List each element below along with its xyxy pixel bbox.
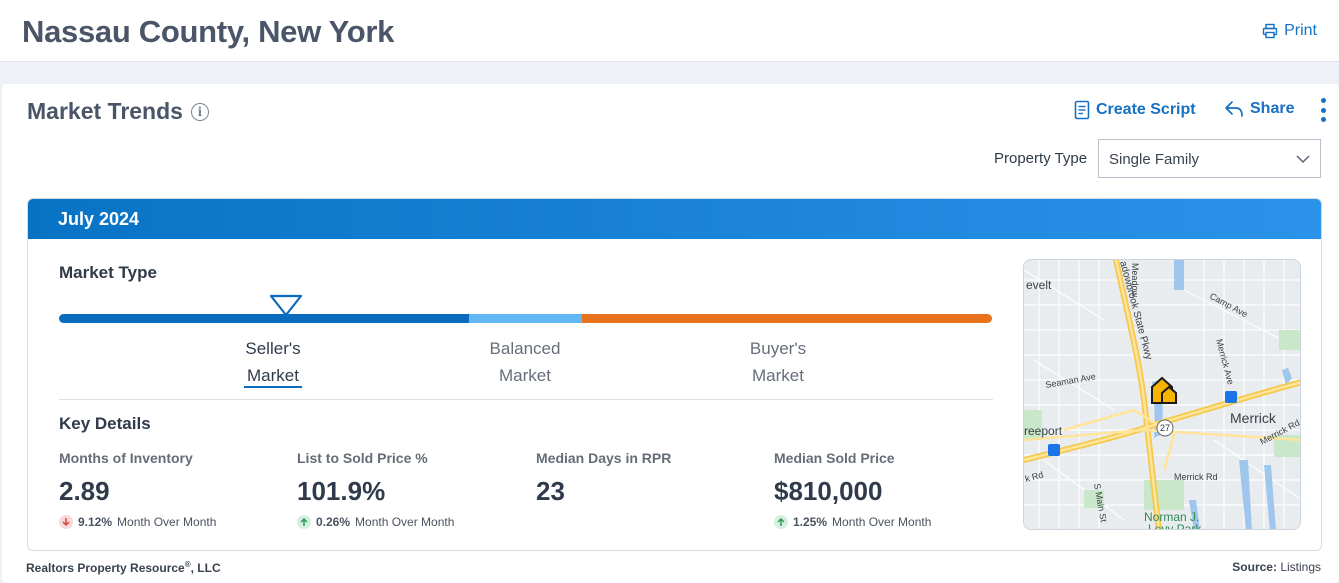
map-label-meadow: Meadow <box>1130 263 1140 298</box>
arrow-up-icon <box>297 515 311 529</box>
share-arrow-icon <box>1225 101 1243 117</box>
market-label-balanced: Balanced Market <box>489 339 561 385</box>
property-type-value: Single Family <box>1109 151 1200 168</box>
key-details-title: Key Details <box>59 414 151 433</box>
stat-change: 9.12% Month Over Month <box>59 515 216 529</box>
section-title: Market Trends i <box>27 98 209 125</box>
stat-change: 1.25% Month Over Month <box>774 515 931 529</box>
arrow-down-icon <box>59 515 73 529</box>
share-button[interactable]: Share <box>1224 100 1294 118</box>
more-options-icon[interactable] <box>1318 98 1328 122</box>
map-label-park: Norman J. <box>1144 510 1199 524</box>
stat-list-to-sold: List to Sold Price % 101.9% 0.26% Month … <box>297 450 455 529</box>
arrow-up-icon <box>774 515 788 529</box>
buyer-market-bar <box>582 314 992 323</box>
print-button[interactable]: Print <box>1262 22 1317 40</box>
seller-market-bar <box>59 314 469 323</box>
create-script-label: Create Script <box>1096 101 1196 118</box>
map-label-merrick: Merrick <box>1230 410 1277 426</box>
active-market-underline <box>244 386 302 388</box>
info-icon[interactable]: i <box>190 102 209 121</box>
balanced-market-bar <box>469 314 582 323</box>
map-label-merrick-rd: Merrick Rd <box>1174 472 1218 482</box>
stat-change: 0.26% Month Over Month <box>297 515 454 529</box>
market-trends-title: Market Trends <box>27 98 183 124</box>
stat-median-days: Median Days in RPR 23 <box>536 450 672 506</box>
stat-median-sold-price: Median Sold Price $810,000 1.25% Month O… <box>774 450 932 529</box>
market-label-buyer: Buyer's Market <box>749 339 807 385</box>
footer-source: Source: Listings <box>1232 560 1321 574</box>
map-label-park2: Levy Park <box>1148 522 1202 530</box>
footer-company: Realtors Property Resource®, LLC <box>26 560 221 575</box>
map-label-route: 27 <box>1160 423 1170 433</box>
property-type-select[interactable]: Single Family <box>1098 139 1321 178</box>
map-label-roosevelt: evelt <box>1026 278 1052 292</box>
page-header: Nassau County, New York Print <box>0 0 1339 62</box>
map-label-freeport: reeport <box>1024 424 1063 438</box>
period-header: July 2024 <box>28 199 1321 239</box>
section-divider <box>59 399 993 400</box>
market-type-title: Market Type <box>59 263 157 282</box>
create-script-button[interactable]: Create Script <box>1074 100 1196 120</box>
location-map[interactable]: 27 evelt adowbrook State Pkwy Meadow Cam… <box>1023 259 1301 530</box>
market-trends-panel: July 2024 Market Type Seller's Market Ba… <box>27 198 1322 551</box>
print-label: Print <box>1284 22 1317 39</box>
market-label-seller: Seller's Market <box>245 339 301 385</box>
page-title: Nassau County, New York <box>22 14 395 49</box>
market-position-marker-icon <box>269 294 303 317</box>
property-type-label: Property Type <box>994 150 1088 167</box>
map-label-k-rd: k Rd <box>1024 469 1044 483</box>
printer-icon <box>1262 23 1278 39</box>
share-label: Share <box>1250 100 1295 117</box>
chevron-down-icon <box>1296 155 1310 164</box>
document-icon <box>1074 100 1090 120</box>
market-trends-card: Market Trends i Create Script Share Prop… <box>2 84 1339 583</box>
stat-months-of-inventory: Months of Inventory 2.89 9.12% Month Ove… <box>59 450 217 529</box>
